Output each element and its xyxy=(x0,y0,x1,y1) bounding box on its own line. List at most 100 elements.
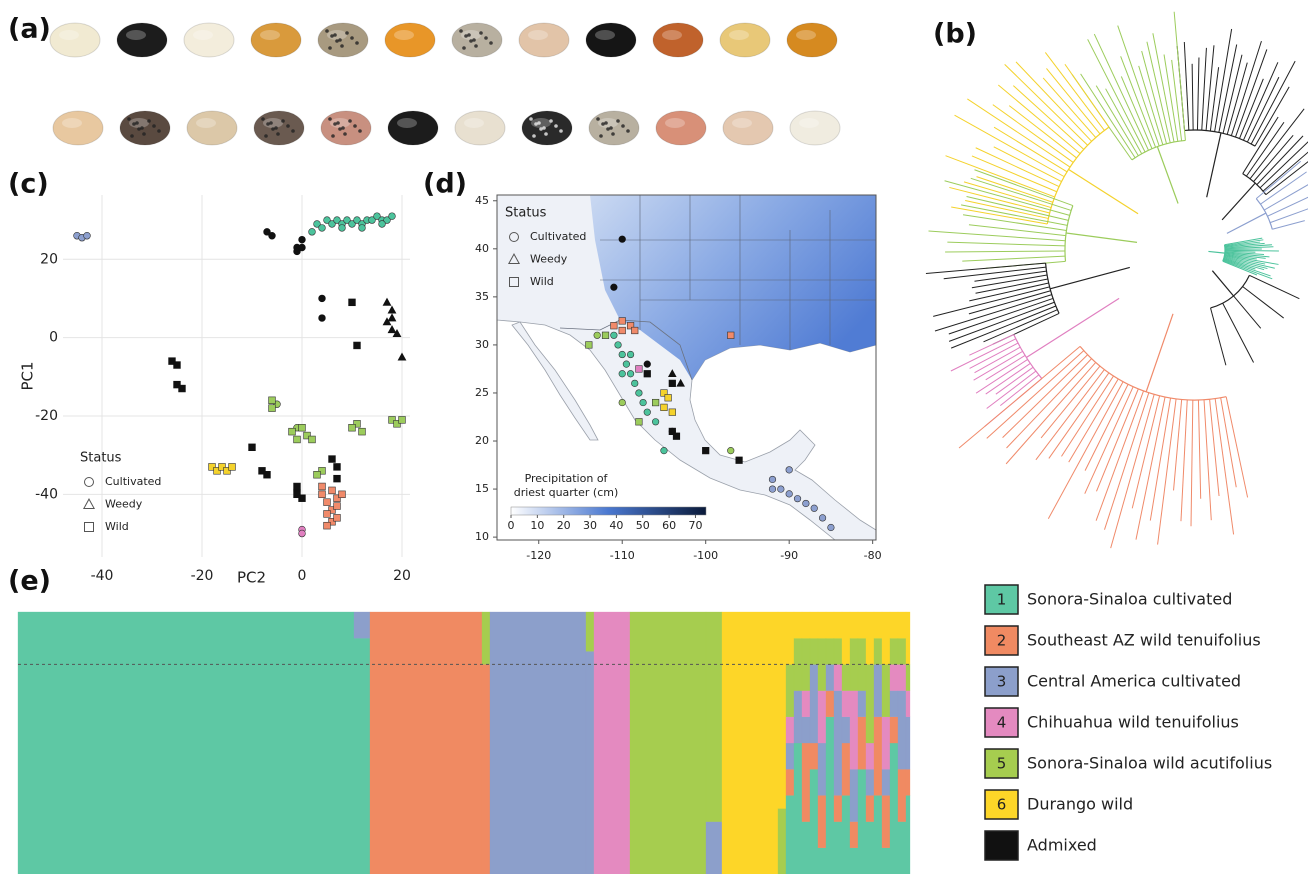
bar-segment xyxy=(818,848,826,874)
tree-branch xyxy=(1207,133,1221,197)
bar-segment xyxy=(802,822,810,874)
bar-segment xyxy=(898,822,906,874)
tree-leaf xyxy=(1234,296,1261,328)
point xyxy=(334,475,341,482)
point xyxy=(349,299,356,306)
point xyxy=(359,428,366,435)
tree-branch xyxy=(1212,271,1233,296)
seed-speckle xyxy=(467,33,471,37)
panel-label: (a) xyxy=(8,14,51,45)
legend-label: Cultivated xyxy=(105,475,161,488)
bar-segment xyxy=(842,717,850,743)
tree-leaf xyxy=(1225,249,1262,250)
seed xyxy=(385,23,435,57)
point xyxy=(388,314,396,321)
bar-segment xyxy=(842,691,850,717)
point xyxy=(644,361,651,368)
bar-segment xyxy=(874,664,882,716)
point xyxy=(388,306,396,313)
seed xyxy=(187,111,237,145)
point xyxy=(631,327,638,334)
legend-title: Status xyxy=(505,206,547,221)
bar-segment xyxy=(842,612,850,664)
seed-speckle xyxy=(489,41,493,45)
legend-marker xyxy=(84,499,94,508)
legend-number: 2 xyxy=(997,632,1007,650)
x-tick-label: 0 xyxy=(298,568,307,584)
bar-segment xyxy=(882,795,890,847)
seed xyxy=(589,111,639,145)
tree-leaf xyxy=(967,99,1070,167)
legend-label: Wild xyxy=(105,520,129,533)
point xyxy=(631,380,638,387)
bar-segment xyxy=(786,717,794,743)
bar-segment xyxy=(802,691,810,717)
seed-highlight xyxy=(528,30,548,40)
seed-speckle xyxy=(462,46,466,50)
bar-segment xyxy=(898,612,906,638)
seed-speckle xyxy=(281,119,285,123)
point xyxy=(334,503,341,510)
tree-leaf xyxy=(1184,42,1189,130)
bar-segment xyxy=(850,691,858,770)
tree-leaf xyxy=(1181,400,1187,521)
seed xyxy=(452,23,502,57)
seed xyxy=(522,111,572,145)
bar-segment xyxy=(898,691,906,770)
bar-segment xyxy=(842,664,850,690)
point xyxy=(661,447,668,454)
bar-segment xyxy=(786,664,794,716)
point xyxy=(309,228,316,235)
seed-speckle xyxy=(542,126,546,130)
point xyxy=(398,353,406,360)
seed-highlight xyxy=(263,118,283,128)
seed-highlight xyxy=(330,118,350,128)
point xyxy=(669,409,676,416)
seed-speckle xyxy=(142,132,146,136)
bar-segment xyxy=(882,769,890,795)
y-tick-label: 40 xyxy=(475,242,489,255)
seed xyxy=(53,111,103,145)
point xyxy=(269,397,276,404)
y-tick-label: 25 xyxy=(475,386,489,399)
point xyxy=(383,298,391,305)
tree-leaf xyxy=(1139,66,1163,145)
panel-label: (d) xyxy=(423,169,467,200)
bar-segment xyxy=(818,795,826,847)
colorbar-title: Precipitation of xyxy=(525,472,609,485)
seed-speckle xyxy=(604,121,608,125)
tree-leaf xyxy=(1172,60,1182,141)
bar-segment xyxy=(482,612,490,664)
bar-segment xyxy=(826,717,834,874)
seed-highlight xyxy=(732,118,752,128)
seed-speckle xyxy=(269,121,273,125)
point xyxy=(269,405,276,412)
seed-highlight xyxy=(196,118,216,128)
bar-segment xyxy=(354,638,370,874)
bar-segment xyxy=(826,664,834,690)
bar-segment xyxy=(786,795,794,874)
bar-segment xyxy=(882,664,890,716)
point xyxy=(388,326,396,333)
colorbar-tick-label: 10 xyxy=(530,519,544,532)
y-tick-label: 35 xyxy=(475,290,489,303)
point xyxy=(339,225,346,232)
seed-speckle xyxy=(345,31,349,35)
legend-marker xyxy=(85,523,94,532)
bar-segment xyxy=(586,651,594,874)
point xyxy=(644,409,651,416)
seed xyxy=(251,23,301,57)
bar-segment xyxy=(898,769,906,821)
y-axis-title: PC1 xyxy=(19,361,37,390)
point xyxy=(249,444,256,451)
legend-title: Status xyxy=(80,451,122,466)
point xyxy=(319,295,326,302)
point xyxy=(611,332,618,339)
tree-leaf xyxy=(1048,382,1123,519)
tree-leaf xyxy=(951,306,1056,348)
point xyxy=(619,318,626,325)
bar-segment xyxy=(906,717,910,769)
point xyxy=(636,418,643,425)
point xyxy=(619,399,626,406)
seed xyxy=(787,23,837,57)
